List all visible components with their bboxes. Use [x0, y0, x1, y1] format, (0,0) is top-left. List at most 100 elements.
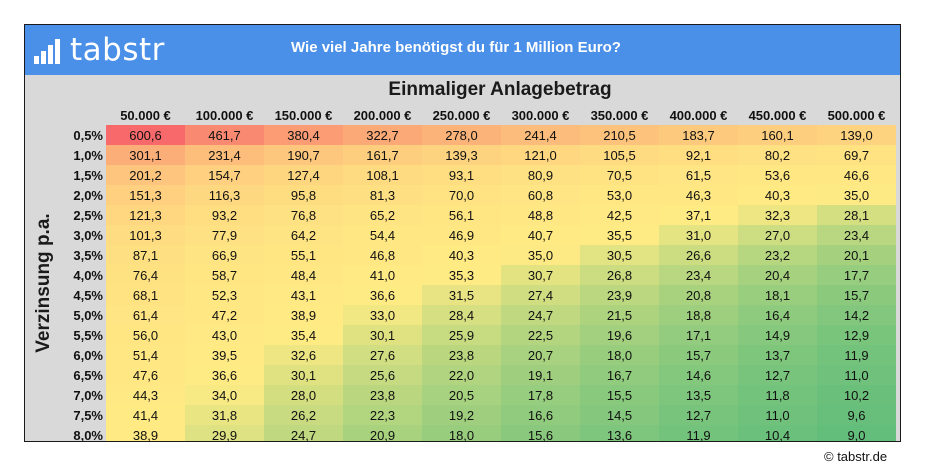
- heatmap-cell: 33,0: [343, 305, 422, 325]
- heatmap-cell: 26,6: [659, 245, 738, 265]
- heatmap-cell: 37,1: [659, 205, 738, 225]
- heatmap-cell: 19,2: [422, 405, 501, 425]
- heatmap-cell: 68,1: [106, 285, 185, 305]
- heatmap-cell: 26,2: [264, 405, 343, 425]
- heatmap-cell: 21,5: [580, 305, 659, 325]
- heatmap-cell: 23,8: [343, 385, 422, 405]
- heatmap-cell: 23,4: [659, 265, 738, 285]
- column-header: 250.000 €: [432, 107, 491, 123]
- heatmap-cell: 25,9: [422, 325, 501, 345]
- heatmap-cell: 14,6: [659, 365, 738, 385]
- table-row: 7,5% 41,4 31,8 26,2 22,3 19,2 16,6 14,5 12,7 11,0…: [59, 405, 896, 425]
- heatmap-cell: 14,9: [738, 325, 817, 345]
- heatmap-cell: 20,9: [343, 425, 422, 441]
- heatmap-cell: 34,0: [185, 385, 264, 405]
- heatmap-cell: 46,3: [659, 185, 738, 205]
- heatmap-cell: 32,3: [738, 205, 817, 225]
- heatmap-cell: 22,3: [343, 405, 422, 425]
- heatmap-cell: 77,9: [185, 225, 264, 245]
- heatmap-cell: 380,4: [264, 125, 343, 145]
- heatmap-cell: 160,1: [738, 125, 817, 145]
- heatmap-cell: 53,0: [580, 185, 659, 205]
- heatmap-cell: 20,1: [817, 245, 896, 265]
- heatmap-cell: 53,6: [738, 165, 817, 185]
- heatmap-cell: 46,6: [817, 165, 896, 185]
- heatmap-cell: 127,4: [264, 165, 343, 185]
- heatmap-cell: 30,1: [343, 325, 422, 345]
- column-header-row: 50.000 € 100.000 € 150.000 € 200.000 € 250.0…: [59, 105, 896, 125]
- row-header: 5,0%: [73, 307, 103, 323]
- heatmap-cell: 18,0: [580, 345, 659, 365]
- table-row: 1,0% 301,1 231,4 190,7 161,7 139,3 121,0 105,5 9…: [59, 145, 896, 165]
- heatmap-cell: 31,8: [185, 405, 264, 425]
- heatmap-cell: 154,7: [185, 165, 264, 185]
- table-row: 6,0% 51,4 39,5 32,6 27,6 23,8 20,7 18,0 15,7 13,7…: [59, 345, 896, 365]
- heatmap-cell: 25,6: [343, 365, 422, 385]
- heatmap-cell: 17,7: [817, 265, 896, 285]
- heatmap-cell: 30,5: [580, 245, 659, 265]
- heatmap-cell: 95,8: [264, 185, 343, 205]
- heatmap-cell: 28,1: [817, 205, 896, 225]
- source-credit: © tabstr.de: [824, 449, 888, 464]
- heatmap-cell: 14,2: [817, 305, 896, 325]
- heatmap-cell: 60,8: [501, 185, 580, 205]
- heatmap-cell: 46,9: [422, 225, 501, 245]
- heatmap-cell: 20,5: [422, 385, 501, 405]
- row-axis-title: Verzinsung p.a.: [33, 213, 54, 353]
- heatmap-cell: 14,5: [580, 405, 659, 425]
- heatmap-cell: 190,7: [264, 145, 343, 165]
- table-row: 8,0% 38,9 29,9 24,7 20,9 18,0 15,6 13,6 11,9 10,4…: [59, 425, 896, 441]
- row-header: 0,5%: [73, 127, 103, 143]
- heatmap-cell: 151,3: [106, 185, 185, 205]
- heatmap-cell: 11,0: [738, 405, 817, 425]
- heatmap-cell: 35,5: [580, 225, 659, 245]
- table-row: 2,0% 151,3 116,3 95,8 81,3 70,0 60,8 53,0 46,3 40…: [59, 185, 896, 205]
- column-header: 350.000 €: [590, 107, 649, 123]
- heatmap-cell: 108,1: [343, 165, 422, 185]
- heatmap-cell: 40,3: [738, 185, 817, 205]
- heatmap-cell: 27,6: [343, 345, 422, 365]
- table-row: 0,5% 600,6 461,7 380,4 322,7 278,0 241,4 210,5 1…: [59, 125, 896, 145]
- heatmap-cell: 93,2: [185, 205, 264, 225]
- heatmap-cell: 121,3: [106, 205, 185, 225]
- heatmap-cell: 35,4: [264, 325, 343, 345]
- heatmap-cell: 76,8: [264, 205, 343, 225]
- heatmap-cell: 87,1: [106, 245, 185, 265]
- heatmap-cell: 24,7: [264, 425, 343, 441]
- heatmap-cell: 20,4: [738, 265, 817, 285]
- heatmap-cell: 40,7: [501, 225, 580, 245]
- heatmap-cell: 161,7: [343, 145, 422, 165]
- heatmap-cell: 70,0: [422, 185, 501, 205]
- column-header: 50.000 €: [120, 107, 171, 123]
- heatmap-cell: 12,9: [817, 325, 896, 345]
- heatmap-cell: 16,7: [580, 365, 659, 385]
- heatmap-cell: 13,5: [659, 385, 738, 405]
- heatmap-cell: 31,0: [659, 225, 738, 245]
- heatmap-cell: 322,7: [343, 125, 422, 145]
- heatmap-cell: 35,0: [817, 185, 896, 205]
- table-row: 4,5% 68,1 52,3 43,1 36,6 31,5 27,4 23,9 20,8 18,1…: [59, 285, 896, 305]
- heatmap-cell: 15,7: [659, 345, 738, 365]
- chart-frame: tabstr Wie viel Jahre benötigst du für 1…: [24, 24, 901, 442]
- heatmap-cell: 10,4: [738, 425, 817, 441]
- heatmap-cell: 80,9: [501, 165, 580, 185]
- heatmap-cell: 11,9: [659, 425, 738, 441]
- heatmap-cell: 47,6: [106, 365, 185, 385]
- heatmap-cell: 66,9: [185, 245, 264, 265]
- table-row: 6,5% 47,6 36,6 30,1 25,6 22,0 19,1 16,7 14,6 12,7…: [59, 365, 896, 385]
- row-header: 2,5%: [73, 207, 103, 223]
- heatmap-cell: 30,1: [264, 365, 343, 385]
- heatmap-cell: 101,3: [106, 225, 185, 245]
- heatmap-cell: 56,1: [422, 205, 501, 225]
- heatmap-cell: 12,7: [659, 405, 738, 425]
- heatmap-cell: 61,5: [659, 165, 738, 185]
- heatmap-cell: 26,8: [580, 265, 659, 285]
- heatmap-cell: 18,1: [738, 285, 817, 305]
- heatmap-cell: 20,7: [501, 345, 580, 365]
- heatmap-cell: 38,9: [106, 425, 185, 441]
- heatmap-cell: 54,4: [343, 225, 422, 245]
- heatmap-cell: 9,6: [817, 405, 896, 425]
- row-header: 2,0%: [73, 187, 103, 203]
- heatmap-cell: 15,5: [580, 385, 659, 405]
- table-row: 5,5% 56,0 43,0 35,4 30,1 25,9 22,5 19,6 17,1 14,9…: [59, 325, 896, 345]
